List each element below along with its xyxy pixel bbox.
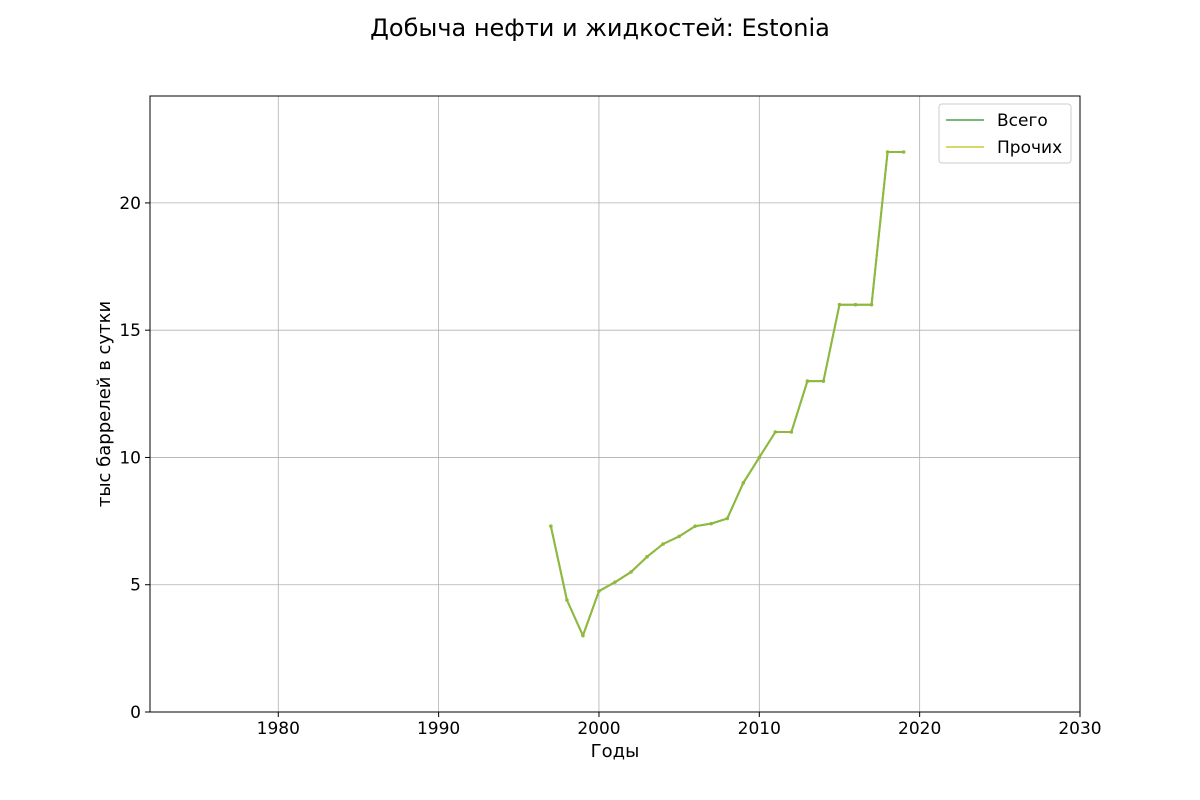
data-point-2007 — [709, 521, 714, 526]
data-point-2000 — [597, 589, 601, 593]
data-point-2015 — [837, 302, 842, 307]
y-tick-label-20: 20 — [119, 194, 141, 214]
data-point-2004 — [661, 542, 665, 546]
data-point-2016 — [853, 302, 858, 307]
x-tick-label-2010: 2010 — [738, 719, 781, 739]
data-point-2009 — [741, 481, 746, 485]
x-tick-label-2020: 2020 — [898, 719, 941, 739]
data-point-2006 — [693, 524, 697, 528]
data-point-2008 — [725, 516, 730, 521]
y-tick-label-0: 0 — [130, 703, 141, 723]
y-tick-label-10: 10 — [119, 448, 141, 468]
x-tick-label-2030: 2030 — [1058, 719, 1101, 739]
legend-label-total: Всего — [997, 111, 1048, 131]
data-point-2012 — [789, 430, 794, 434]
x-axis: 1980 1990 2000 2010 2020 2030 — [257, 712, 1102, 739]
series-layer — [549, 150, 906, 638]
y-tick-label-5: 5 — [130, 576, 141, 596]
data-point-2017 — [869, 302, 874, 307]
x-axis-label: Годы — [591, 741, 640, 762]
data-point-2003 — [645, 554, 649, 559]
series-line-0 — [549, 151, 904, 637]
data-point-2018 — [885, 150, 890, 154]
data-point-2011 — [773, 430, 778, 434]
data-point-2010 — [757, 455, 762, 460]
data-point-1999 — [581, 633, 585, 638]
legend: Всего Прочих — [938, 103, 1072, 164]
data-point-2019 — [901, 150, 906, 154]
legend-box — [938, 103, 1072, 164]
grid-lines — [150, 96, 1081, 713]
x-tick-label-1980: 1980 — [257, 719, 300, 739]
data-point-1998 — [565, 598, 569, 602]
data-point-2013 — [805, 379, 810, 383]
data-point-2001 — [613, 580, 617, 584]
x-tick-label-1990: 1990 — [417, 719, 460, 739]
y-axis: 0 5 10 15 20 — [119, 194, 150, 723]
plot-frame — [149, 95, 1081, 713]
legend-label-other: Прочих — [997, 138, 1062, 158]
y-tick-label-15: 15 — [119, 321, 141, 341]
chart-title: Добыча нефти и жидкостей: Estonia — [370, 14, 830, 42]
data-point-1997 — [549, 524, 553, 528]
series-line-1 — [549, 151, 904, 637]
x-tick-label-2000: 2000 — [577, 719, 620, 739]
data-point-2005 — [677, 534, 681, 539]
data-point-2014 — [821, 379, 826, 383]
data-point-2002 — [629, 570, 633, 574]
y-axis-label: тыс баррелей в сутки — [94, 301, 115, 507]
